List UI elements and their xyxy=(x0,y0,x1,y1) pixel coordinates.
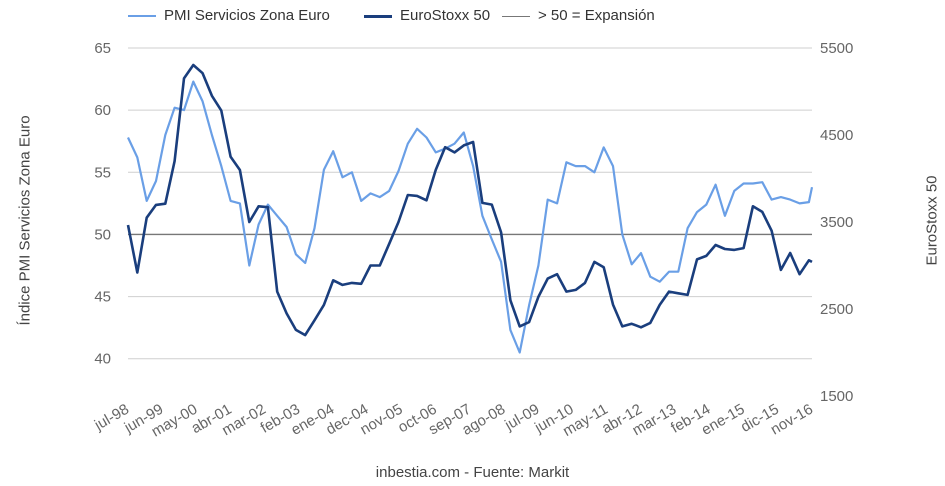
y-left-tick-label: 60 xyxy=(94,102,111,119)
y-left-tick-label: 50 xyxy=(94,226,111,243)
y-left-tick-label: 40 xyxy=(94,351,111,368)
y-right-tick-label: 5500 xyxy=(820,40,853,57)
y-left-tick-label: 65 xyxy=(94,40,111,57)
legend-item-reference: > 50 = Expansión xyxy=(502,7,655,24)
legend-swatch-pmi xyxy=(128,15,156,18)
y-left-axis-title: Índice PMI Servicios Zona Euro xyxy=(16,115,34,326)
legend-item-pmi: PMI Servicios Zona Euro xyxy=(128,7,330,24)
y-right-tick-label: 3500 xyxy=(820,214,853,231)
source-note: inbestia.com - Fuente: Markit xyxy=(375,464,570,481)
series-line-eurostoxx xyxy=(126,63,813,337)
legend-item-eurostoxx: EuroStoxx 50 xyxy=(364,7,490,24)
legend-swatch-eurostoxx xyxy=(364,14,392,18)
legend-label-eurostoxx: EuroStoxx 50 xyxy=(400,7,491,24)
series-line-pmi xyxy=(127,80,814,354)
y-left-tick-label: 55 xyxy=(94,164,111,181)
y-right-axis-title: EuroStoxx 50 xyxy=(923,175,941,266)
legend-label-pmi: PMI Servicios Zona Euro xyxy=(164,7,330,24)
y-right-tick-label: 4500 xyxy=(820,127,853,144)
y-left-tick-label: 45 xyxy=(94,289,111,306)
y-right-tick-label: 1500 xyxy=(820,388,853,405)
legend-label-reference: > 50 = Expansión xyxy=(538,7,655,24)
y-right-tick-label: 2500 xyxy=(820,301,853,318)
legend-swatch-reference xyxy=(502,15,530,17)
